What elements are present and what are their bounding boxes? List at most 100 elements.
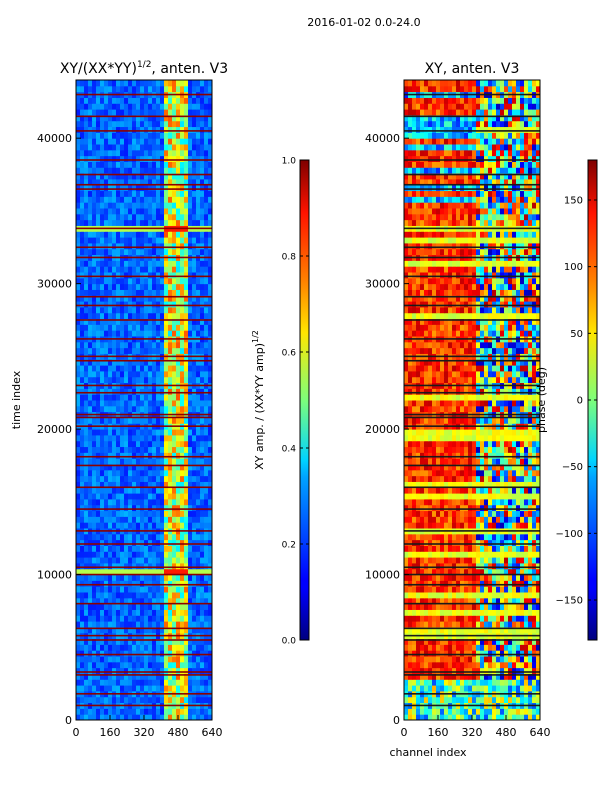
amplitude-heatmap-cell	[80, 283, 85, 290]
amplitude-heatmap-cell	[96, 359, 101, 366]
amplitude-heatmap-cell	[148, 644, 153, 651]
amplitude-heatmap-cell	[136, 679, 141, 686]
amplitude-heatmap-cell	[76, 126, 81, 133]
amplitude-heatmap-cell	[144, 551, 149, 558]
amplitude-heatmap-cell	[84, 475, 89, 482]
amplitude-heatmap-cell	[112, 248, 117, 256]
amplitude-heatmap-cell	[132, 533, 137, 541]
amplitude-heatmap-cell	[108, 574, 113, 581]
phase-heatmap-cell	[476, 603, 481, 610]
amplitude-heatmap-cell	[160, 266, 165, 273]
amplitude-heatmap-cell	[208, 586, 212, 593]
phase-heatmap-cell	[424, 685, 429, 692]
phase-heatmap-cell	[512, 609, 517, 616]
phase-heatmap-cell	[424, 650, 429, 657]
amplitude-heatmap-cell	[128, 557, 133, 564]
phase-heatmap-cell	[464, 621, 469, 628]
amplitude-heatmap-cell	[116, 114, 121, 122]
amplitude-heatmap-cell	[132, 306, 137, 314]
amplitude-heatmap-cell	[196, 365, 201, 372]
amplitude-heatmap-cell	[148, 568, 153, 576]
amplitude-heatmap-cell	[136, 696, 141, 704]
phase-heatmap-cell	[468, 603, 473, 610]
amplitude-heatmap-cell	[156, 557, 161, 564]
amplitude-heatmap-cell	[204, 656, 209, 663]
phase-heatmap-cell	[448, 656, 453, 663]
amplitude-heatmap-cell	[76, 434, 81, 442]
amplitude-flag-line	[76, 188, 212, 190]
amplitude-flag-line	[76, 227, 212, 230]
amplitude-heatmap-cell	[140, 132, 145, 139]
amplitude-heatmap-cell	[176, 97, 181, 104]
amplitude-heatmap-cell	[96, 301, 101, 308]
amplitude-heatmap-cell	[132, 673, 137, 680]
amplitude-heatmap-cell	[128, 685, 133, 692]
amplitude-heatmap-cell	[152, 446, 157, 453]
amplitude-heatmap-cell	[88, 498, 93, 506]
amplitude-heatmap-cell	[116, 533, 121, 541]
phase-heatmap-cell	[420, 661, 425, 669]
amplitude-heatmap-cell	[116, 277, 121, 285]
phase-heatmap-cell	[480, 603, 485, 610]
amplitude-heatmap-cell	[116, 673, 121, 680]
amplitude-heatmap-cell	[188, 388, 193, 395]
amplitude-heatmap-cell	[84, 638, 89, 645]
amplitude-heatmap-cell	[132, 551, 137, 558]
amplitude-heatmap-cell	[76, 219, 81, 226]
amplitude-heatmap-cell	[80, 696, 85, 704]
amplitude-heatmap-cell	[204, 580, 209, 587]
amplitude-heatmap-cell	[116, 312, 121, 320]
amplitude-heatmap-cell	[204, 219, 209, 226]
amplitude-heatmap-cell	[84, 464, 89, 471]
amplitude-heatmap-cell	[116, 446, 121, 453]
amplitude-heatmap-cell	[172, 318, 177, 325]
amplitude-heatmap-cell	[204, 464, 209, 471]
amplitude-heatmap-cell	[188, 696, 193, 704]
phase-heatmap-cell	[424, 661, 429, 669]
phase-heatmap-cell	[464, 597, 469, 605]
amplitude-heatmap-cell	[76, 266, 81, 273]
amplitude-heatmap-cell	[132, 324, 137, 331]
phase-heatmap-cell	[532, 522, 537, 529]
phase-heatmap-cell	[432, 708, 437, 715]
amplitude-heatmap-cell	[128, 667, 133, 674]
amplitude-heatmap-cell	[96, 417, 101, 424]
phase-heatmap-cell	[436, 661, 441, 669]
amplitude-heatmap-cell	[192, 97, 197, 104]
phase-heatmap-cell	[408, 557, 413, 564]
amplitude-heatmap-cell	[84, 306, 89, 314]
amplitude-heatmap-cell	[192, 440, 197, 448]
amplitude-heatmap-cell	[140, 609, 145, 616]
phase-heatmap-cell	[428, 644, 433, 651]
amplitude-heatmap-cell	[180, 365, 185, 372]
amplitude-heatmap-cell	[148, 138, 153, 145]
amplitude-heatmap-cell	[200, 155, 205, 162]
amplitude-heatmap-cell	[88, 114, 93, 122]
amplitude-heatmap-cell	[204, 522, 209, 529]
amplitude-heatmap-cell	[92, 429, 97, 436]
amplitude-heatmap-cell	[176, 464, 181, 471]
amplitude-heatmap-cell	[156, 295, 161, 302]
amplitude-heatmap-cell	[124, 80, 129, 87]
amplitude-heatmap-cell	[128, 498, 133, 506]
amplitude-heatmap-cell	[84, 551, 89, 558]
phase-heatmap-cell	[452, 667, 457, 674]
amplitude-heatmap-cell	[156, 109, 161, 116]
amplitude-heatmap-cell	[204, 97, 209, 104]
amplitude-flag-line	[76, 183, 212, 186]
phase-heatmap-cell	[456, 638, 461, 645]
amplitude-heatmap-cell	[164, 626, 169, 634]
amplitude-heatmap-cell	[196, 109, 201, 116]
phase-heatmap-cell	[524, 673, 529, 680]
amplitude-heatmap-cell	[104, 586, 109, 593]
amplitude-heatmap-cell	[132, 708, 137, 715]
phase-heatmap-cell	[492, 638, 497, 645]
phase-heatmap-cell	[436, 708, 441, 715]
amplitude-heatmap-cell	[176, 312, 181, 320]
amplitude-heatmap-cell	[136, 621, 141, 628]
amplitude-heatmap-cell	[96, 545, 101, 552]
amplitude-heatmap-cell	[196, 708, 201, 715]
amplitude-heatmap-cell	[80, 144, 85, 151]
phase-heatmap-cell	[508, 661, 513, 669]
amplitude-heatmap-cell	[92, 661, 97, 669]
